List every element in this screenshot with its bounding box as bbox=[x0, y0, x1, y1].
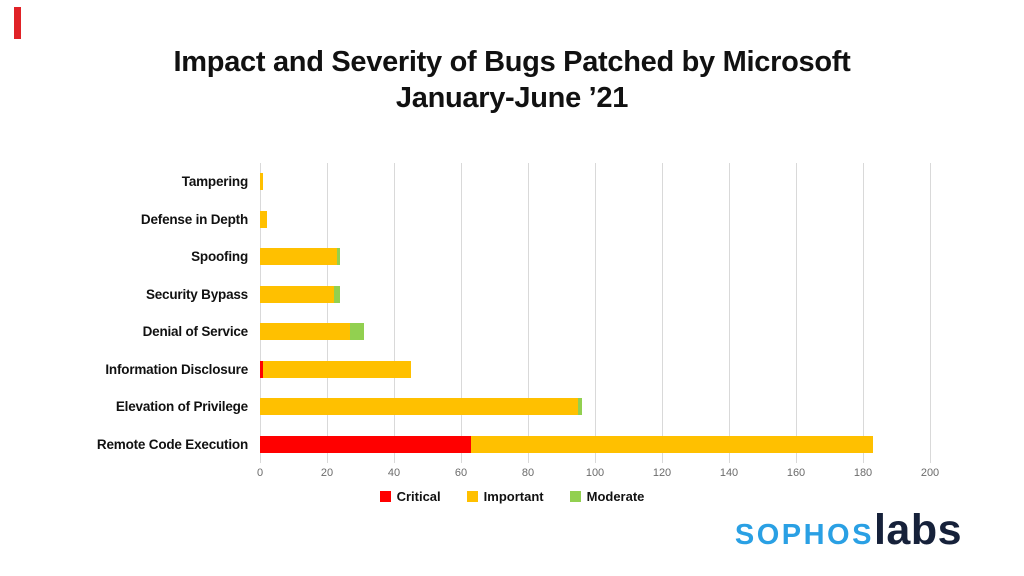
chart-title-line1: Impact and Severity of Bugs Patched by M… bbox=[173, 46, 851, 78]
plot-area bbox=[260, 163, 931, 464]
x-tick-label-200: 200 bbox=[920, 467, 940, 479]
sophoslabs-logo: SOPHOS labs bbox=[735, 506, 962, 555]
x-tick-label-20: 20 bbox=[320, 467, 334, 479]
legend-item-critical: Critical bbox=[379, 489, 441, 504]
bar-segment-elevation-of-privilege-moderate bbox=[578, 398, 582, 416]
x-tick-label-180: 180 bbox=[853, 467, 873, 479]
x-tick-label-120: 120 bbox=[652, 467, 672, 479]
legend-swatch-critical bbox=[379, 491, 391, 502]
legend: Critical Important Moderate bbox=[0, 489, 1024, 504]
bar-elevation-of-privilege bbox=[260, 398, 582, 416]
category-label-tampering: Tampering bbox=[181, 174, 248, 190]
gridline-80 bbox=[528, 163, 529, 463]
bar-segment-denial-of-service-moderate bbox=[350, 323, 364, 341]
bar-information-disclosure bbox=[260, 360, 411, 378]
legend-swatch-important bbox=[466, 491, 478, 502]
category-label-information-disclosure: Information Disclosure bbox=[105, 361, 248, 377]
legend-item-moderate: Moderate bbox=[569, 489, 645, 504]
bar-segment-security-bypass-important bbox=[260, 285, 334, 303]
bar-row-security-bypass bbox=[260, 276, 930, 314]
bar-segment-elevation-of-privilege-important bbox=[260, 398, 579, 416]
category-label-security-bypass: Security Bypass bbox=[145, 286, 248, 302]
x-tick-label-0: 0 bbox=[256, 467, 264, 479]
bar-segment-spoofing-moderate bbox=[337, 248, 341, 266]
bar-row-denial-of-service bbox=[260, 313, 930, 351]
bar-segment-denial-of-service-important bbox=[260, 323, 351, 341]
bar-remote-code-execution bbox=[260, 435, 874, 453]
chart-title-line2: January-June ’21 bbox=[395, 82, 629, 114]
x-tick-label-80: 80 bbox=[521, 467, 535, 479]
gridline-40 bbox=[394, 163, 395, 463]
bar-spoofing bbox=[260, 248, 341, 266]
category-label-remote-code-execution: Remote Code Execution bbox=[96, 436, 248, 452]
bar-tampering bbox=[260, 173, 264, 191]
bar-segment-information-disclosure-important bbox=[263, 360, 411, 378]
category-label-denial-of-service: Denial of Service bbox=[142, 324, 249, 340]
legend-label-important: Important bbox=[483, 489, 544, 504]
bar-row-elevation-of-privilege bbox=[260, 388, 930, 426]
bar-segment-remote-code-execution-critical bbox=[260, 435, 472, 453]
x-tick-label-60: 60 bbox=[454, 467, 468, 479]
x-tick-label-140: 140 bbox=[719, 467, 739, 479]
x-tick-label-40: 40 bbox=[387, 467, 401, 479]
gridline-140 bbox=[729, 163, 730, 463]
gridline-160 bbox=[796, 163, 797, 463]
bar-segment-defense-in-depth-important bbox=[260, 210, 267, 228]
gridline-180 bbox=[863, 163, 864, 463]
category-label-spoofing: Spoofing bbox=[191, 249, 248, 265]
gridline-200 bbox=[930, 163, 931, 463]
legend-label-critical: Critical bbox=[396, 489, 441, 504]
bar-defense-in-depth bbox=[260, 210, 267, 228]
bar-segment-remote-code-execution-important bbox=[471, 435, 874, 453]
bar-row-spoofing bbox=[260, 238, 930, 276]
bar-row-remote-code-execution bbox=[260, 426, 930, 464]
legend-swatch-moderate bbox=[569, 491, 581, 502]
bar-segment-security-bypass-moderate bbox=[333, 285, 341, 303]
logo-labs-text: labs bbox=[873, 506, 962, 554]
category-label-elevation-of-privilege: Elevation of Privilege bbox=[115, 399, 248, 415]
x-axis-tick-labels: 0 20 40 60 80 100 120 140 160 180 200 bbox=[256, 467, 939, 483]
bar-row-defense-in-depth bbox=[260, 201, 930, 239]
logo-sophos-text: SOPHOS bbox=[734, 519, 874, 551]
legend-item-important: Important bbox=[466, 489, 544, 504]
bar-segment-spoofing-important bbox=[260, 248, 338, 266]
category-label-defense-in-depth: Defense in Depth bbox=[140, 211, 248, 227]
bar-segment-tampering-important bbox=[260, 173, 264, 191]
chart-title: Impact and Severity of Bugs Patched by M… bbox=[0, 44, 1024, 116]
gridline-100 bbox=[595, 163, 596, 463]
legend-label-moderate: Moderate bbox=[586, 489, 645, 504]
bar-segment-information-disclosure-critical bbox=[260, 360, 264, 378]
slide-accent-mark bbox=[14, 7, 21, 39]
bar-row-tampering bbox=[260, 163, 930, 201]
gridline-120 bbox=[662, 163, 663, 463]
x-tick-label-100: 100 bbox=[585, 467, 605, 479]
gridline-0 bbox=[260, 163, 261, 463]
gridline-20 bbox=[327, 163, 328, 463]
bar-security-bypass bbox=[260, 285, 341, 303]
bar-denial-of-service bbox=[260, 323, 364, 341]
bar-row-information-disclosure bbox=[260, 351, 930, 389]
gridline-60 bbox=[461, 163, 462, 463]
x-tick-label-160: 160 bbox=[786, 467, 806, 479]
category-axis-labels: Tampering Defense in Depth Spoofing Securit… bbox=[0, 163, 248, 463]
